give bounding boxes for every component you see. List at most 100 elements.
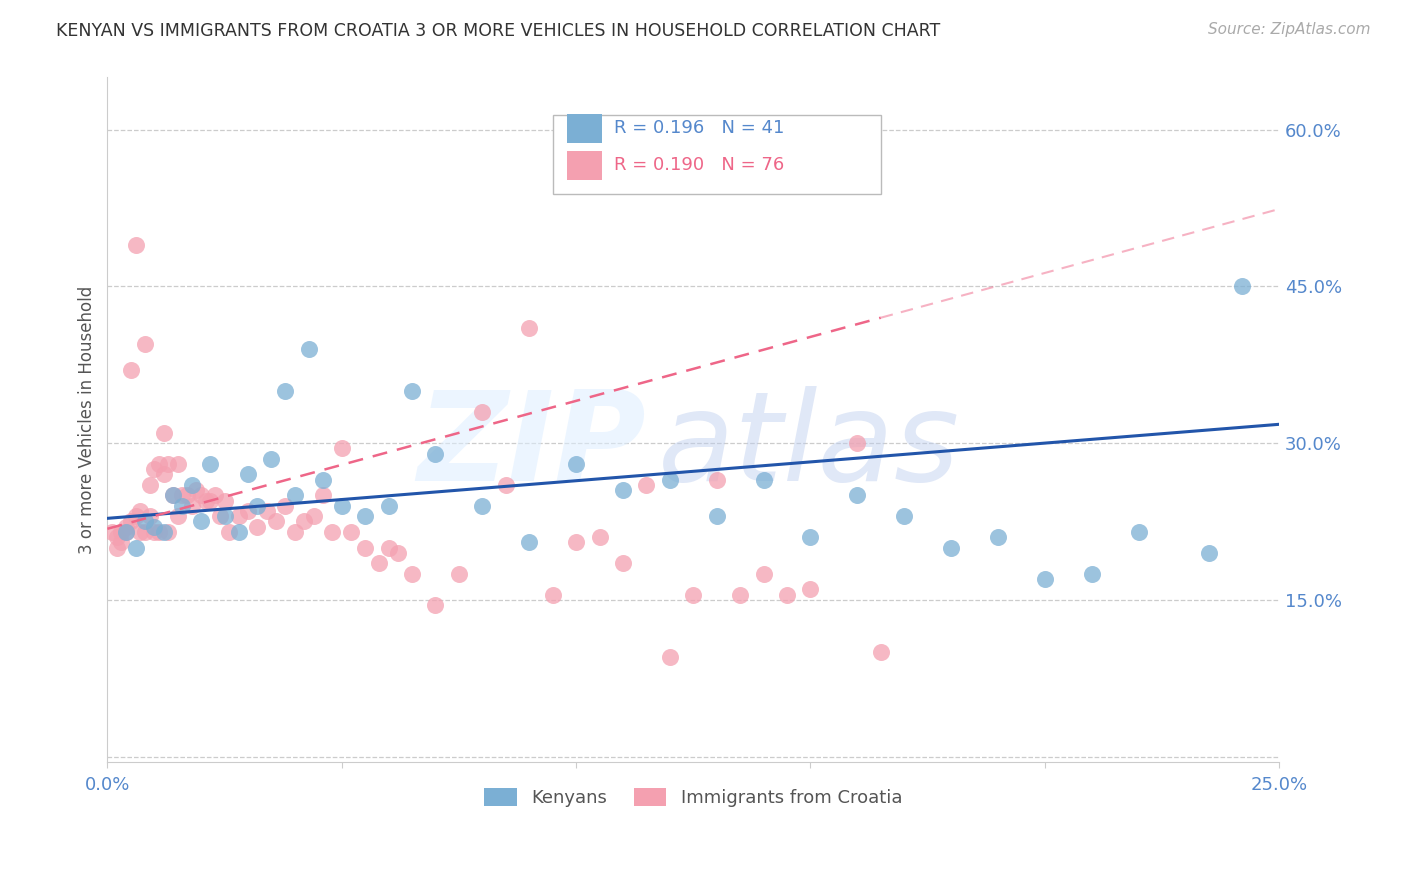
Point bbox=[246, 519, 269, 533]
Point bbox=[752, 566, 775, 581]
Point bbox=[162, 488, 184, 502]
Point bbox=[180, 478, 202, 492]
Point bbox=[284, 524, 307, 539]
Point bbox=[260, 451, 283, 466]
Point bbox=[565, 457, 588, 471]
Point bbox=[110, 535, 132, 549]
Text: R = 0.196   N = 41: R = 0.196 N = 41 bbox=[613, 120, 785, 137]
Point bbox=[869, 645, 891, 659]
Point bbox=[565, 535, 588, 549]
Point bbox=[208, 509, 231, 524]
Point bbox=[115, 524, 138, 539]
Point bbox=[166, 509, 188, 524]
Point bbox=[312, 488, 335, 502]
Point bbox=[105, 541, 128, 555]
Point bbox=[799, 530, 821, 544]
Point bbox=[706, 509, 728, 524]
FancyBboxPatch shape bbox=[553, 115, 880, 194]
Point bbox=[541, 588, 564, 602]
Point bbox=[157, 524, 180, 539]
Point bbox=[321, 524, 343, 539]
Point bbox=[129, 504, 152, 518]
Point bbox=[682, 588, 704, 602]
Point bbox=[124, 541, 146, 555]
Point bbox=[246, 499, 269, 513]
Point bbox=[138, 509, 160, 524]
Point bbox=[1230, 279, 1253, 293]
Point bbox=[298, 342, 321, 356]
Point bbox=[124, 509, 146, 524]
Point bbox=[302, 509, 325, 524]
FancyBboxPatch shape bbox=[567, 151, 602, 179]
Point bbox=[728, 588, 751, 602]
Point bbox=[176, 488, 198, 502]
Point bbox=[134, 336, 156, 351]
FancyBboxPatch shape bbox=[567, 114, 602, 143]
Point bbox=[401, 566, 423, 581]
Point bbox=[162, 488, 184, 502]
Point bbox=[166, 457, 188, 471]
Point bbox=[354, 541, 377, 555]
Point bbox=[401, 384, 423, 398]
Point bbox=[180, 499, 202, 513]
Point bbox=[134, 515, 156, 529]
Point bbox=[152, 425, 174, 440]
Legend: Kenyans, Immigrants from Croatia: Kenyans, Immigrants from Croatia bbox=[477, 780, 910, 814]
Point bbox=[330, 442, 353, 456]
Point bbox=[387, 546, 409, 560]
Point bbox=[120, 363, 142, 377]
Point bbox=[368, 556, 391, 570]
Point bbox=[172, 488, 194, 502]
Point bbox=[1128, 524, 1150, 539]
Point bbox=[425, 446, 447, 460]
Point bbox=[214, 493, 236, 508]
Point bbox=[186, 483, 208, 497]
Point bbox=[846, 436, 869, 450]
Point bbox=[157, 457, 180, 471]
Point bbox=[987, 530, 1010, 544]
Point bbox=[706, 473, 728, 487]
Point bbox=[256, 504, 278, 518]
Point bbox=[588, 530, 610, 544]
Point bbox=[148, 457, 170, 471]
Point bbox=[204, 488, 226, 502]
Point bbox=[172, 499, 194, 513]
Point bbox=[447, 566, 470, 581]
Point bbox=[134, 524, 156, 539]
Point bbox=[129, 524, 152, 539]
Point bbox=[143, 519, 166, 533]
Text: ZIP: ZIP bbox=[418, 386, 647, 508]
Point bbox=[846, 488, 869, 502]
Point bbox=[517, 321, 540, 335]
Y-axis label: 3 or more Vehicles in Household: 3 or more Vehicles in Household bbox=[79, 285, 96, 554]
Point bbox=[200, 493, 222, 508]
Point bbox=[893, 509, 915, 524]
Point bbox=[190, 515, 212, 529]
Point bbox=[495, 478, 517, 492]
Point bbox=[658, 650, 681, 665]
Point bbox=[377, 499, 399, 513]
Point bbox=[115, 519, 138, 533]
Point bbox=[274, 499, 297, 513]
Point bbox=[143, 462, 166, 476]
Point bbox=[110, 524, 132, 539]
Point bbox=[218, 524, 240, 539]
Point bbox=[101, 524, 124, 539]
Point bbox=[340, 524, 363, 539]
Point bbox=[236, 504, 259, 518]
Point bbox=[354, 509, 377, 524]
Point bbox=[312, 473, 335, 487]
Point bbox=[658, 473, 681, 487]
Point bbox=[1080, 566, 1102, 581]
Point bbox=[120, 515, 142, 529]
Point bbox=[799, 582, 821, 597]
Point bbox=[143, 524, 166, 539]
Point bbox=[124, 237, 146, 252]
Point bbox=[152, 524, 174, 539]
Point bbox=[330, 499, 353, 513]
Point bbox=[200, 457, 222, 471]
Point bbox=[115, 524, 138, 539]
Point bbox=[612, 483, 634, 497]
Point bbox=[776, 588, 799, 602]
Point bbox=[292, 515, 315, 529]
